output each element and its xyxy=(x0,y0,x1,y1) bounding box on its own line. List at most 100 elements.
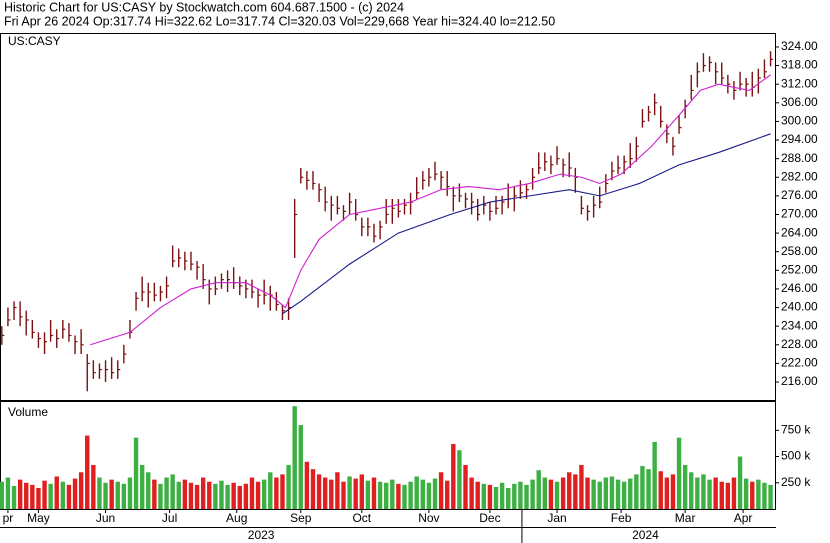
volume-bar xyxy=(231,482,236,509)
volume-bar xyxy=(414,476,419,509)
volume-bar xyxy=(457,450,462,509)
x-tick-label: Jan xyxy=(547,511,566,525)
moving-average xyxy=(282,133,771,315)
volume-bar xyxy=(609,476,615,509)
volume-bar xyxy=(17,479,23,509)
volume-bar xyxy=(268,472,273,509)
volume-bar xyxy=(554,481,560,509)
volume-bar xyxy=(353,478,358,509)
volume-bar xyxy=(390,479,395,509)
panel-label: US:CASY xyxy=(8,34,61,48)
volume-bar xyxy=(54,476,59,509)
volume-bar xyxy=(255,481,261,509)
volume-bar xyxy=(396,483,401,509)
y-tick-label: 258.00 xyxy=(781,244,818,258)
volume-bar xyxy=(72,478,78,509)
year-label: 2023 xyxy=(248,528,275,542)
volume-bar xyxy=(60,481,66,509)
x-tick-label: Aug xyxy=(226,511,247,525)
volume-bar xyxy=(524,484,529,509)
volume-bar xyxy=(329,479,334,509)
x-tick-label: Jun xyxy=(96,511,115,525)
y-tick-label: 252.00 xyxy=(781,262,818,276)
volume-bar xyxy=(347,476,352,509)
volume-bar xyxy=(103,482,108,509)
volume-bar xyxy=(402,484,407,509)
volume-bar xyxy=(737,456,743,509)
volume-bar xyxy=(335,472,340,509)
y-tick-label: 306.00 xyxy=(781,95,818,109)
volume-bar xyxy=(164,477,169,509)
volume-bar xyxy=(438,472,444,509)
moving-average xyxy=(90,74,771,346)
volume-bar xyxy=(621,481,627,509)
y-tick-label: 288.00 xyxy=(781,151,818,165)
x-tick-label: Nov xyxy=(418,511,439,525)
volume-bar xyxy=(518,481,523,509)
volume-bar xyxy=(316,474,322,509)
volume-bar xyxy=(585,477,590,509)
volume-bar xyxy=(670,474,676,509)
volume-bar xyxy=(719,481,724,509)
x-tick-label: Mar xyxy=(675,511,696,525)
volume-bar xyxy=(207,481,212,509)
volume-bar xyxy=(487,484,493,509)
volume-bar xyxy=(768,484,773,509)
volume-bar xyxy=(548,479,554,509)
y-tick-label: 240.00 xyxy=(781,300,818,314)
price-panel xyxy=(0,33,776,401)
volume-bar xyxy=(701,474,706,509)
volume-bar xyxy=(560,477,566,509)
volume-bar xyxy=(475,481,480,509)
y-tick-label: 318.00 xyxy=(781,58,818,72)
volume-bar xyxy=(97,477,102,509)
volume-bar xyxy=(48,483,53,509)
volume-bar xyxy=(628,478,633,509)
volume-bar xyxy=(85,435,90,509)
y-tick-label: 234.00 xyxy=(781,318,818,332)
y-tick-label: 324.00 xyxy=(781,39,818,53)
y-tick-label: 250 k xyxy=(781,475,811,489)
volume-bar xyxy=(280,474,285,509)
volume-panel xyxy=(0,401,776,510)
volume-bar xyxy=(36,488,41,509)
volume-bar xyxy=(652,441,657,509)
volume-bar xyxy=(377,481,383,509)
volume-bar xyxy=(420,479,426,509)
volume-bar xyxy=(463,464,468,509)
volume-bar xyxy=(573,474,578,509)
volume-bar xyxy=(274,477,279,509)
volume-bar xyxy=(359,474,364,509)
volume-bar xyxy=(91,464,96,509)
volume-bar xyxy=(707,479,712,509)
y-tick-label: 300.00 xyxy=(781,114,818,128)
volume-bar xyxy=(567,472,572,509)
volume-bar xyxy=(713,477,718,509)
header-line: Fri Apr 26 2024 Op:317.74 Hi=322.62 Lo=3… xyxy=(4,14,555,28)
volume-bar xyxy=(469,477,474,509)
volume-bar xyxy=(408,481,413,509)
volume-bar xyxy=(658,471,663,509)
volume-bar xyxy=(756,479,761,509)
y-tick-label: 282.00 xyxy=(781,169,818,183)
volume-bar xyxy=(11,485,17,509)
y-tick-label: 312.00 xyxy=(781,76,818,90)
volume-bar xyxy=(322,477,328,509)
volume-bar xyxy=(5,477,11,509)
volume-bar xyxy=(42,480,47,509)
volume-bar xyxy=(304,461,310,509)
volume-bar xyxy=(188,482,194,509)
panel-label: Volume xyxy=(8,405,48,419)
volume-bar xyxy=(750,481,755,509)
volume-bar xyxy=(139,464,145,509)
volume-bar xyxy=(743,478,749,509)
volume-bar xyxy=(689,472,694,509)
volume-bar xyxy=(603,477,609,509)
x-tick-label: Jul xyxy=(162,511,177,525)
volume-bar xyxy=(292,406,297,509)
volume-bar xyxy=(676,437,682,509)
volume-bar xyxy=(66,484,72,509)
volume-bar xyxy=(445,480,450,509)
volume-bar xyxy=(121,483,127,509)
